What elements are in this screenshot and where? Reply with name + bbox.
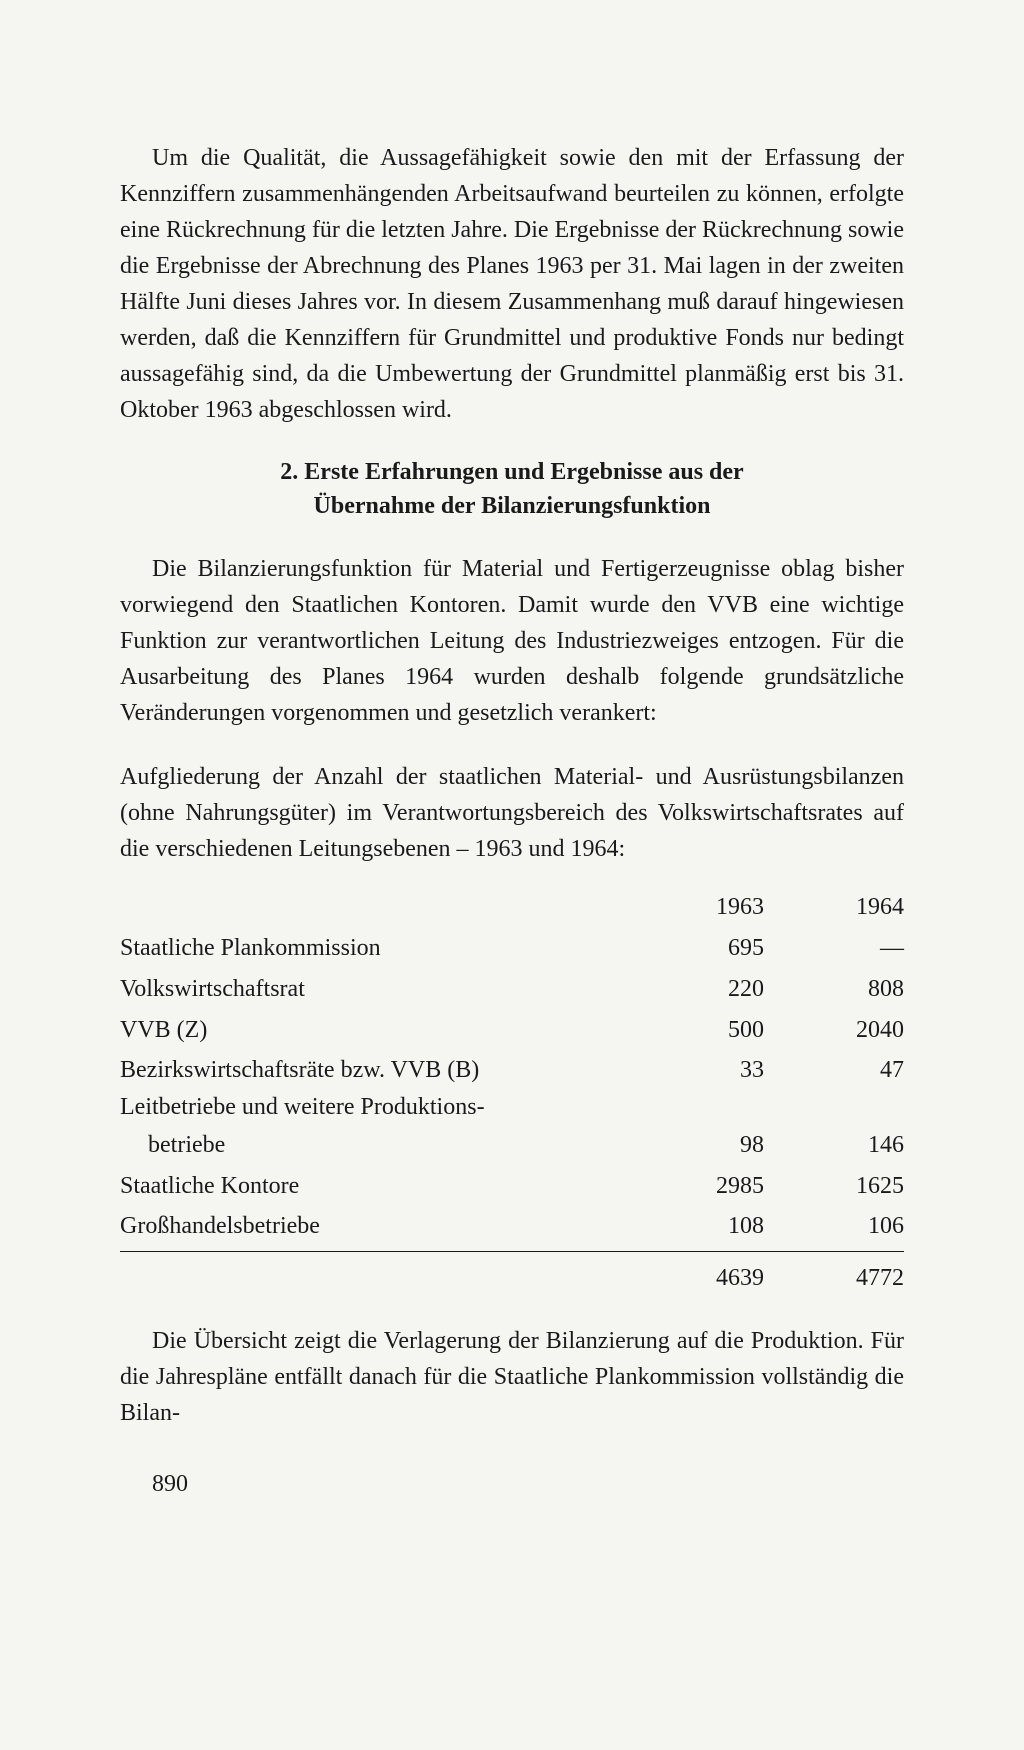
table-cell: 106 [764, 1206, 904, 1247]
table-cell: — [764, 928, 904, 969]
table-row: Bezirkswirtschaftsräte bzw. VVB (B) 33 4… [120, 1050, 904, 1091]
table-row: Volkswirtschaftsrat 220 808 [120, 969, 904, 1010]
table-row: Staatliche Kontore 2985 1625 [120, 1166, 904, 1207]
table-cell: 108 [624, 1206, 764, 1247]
table-row-label-line1: Leitbetriebe und weitere Produktions- [120, 1091, 624, 1125]
paragraph-3: Aufgliederung der Anzahl der staatlichen… [120, 759, 904, 867]
table-cell: 2040 [764, 1010, 904, 1051]
table-cell: 146 [764, 1125, 904, 1166]
table-row: VVB (Z) 500 2040 [120, 1010, 904, 1051]
table-row: Leitbetriebe und weitere Produktions- [120, 1091, 904, 1125]
table-row-label: Großhandelsbetriebe [120, 1206, 624, 1247]
table-cell: 695 [624, 928, 764, 969]
table-row-label: Staatliche Plankommission [120, 928, 624, 969]
heading-line-1: 2. Erste Erfahrungen und Ergebnisse aus … [192, 456, 832, 490]
table-row-label-line2: betriebe [120, 1125, 624, 1166]
table-cell: 33 [624, 1050, 764, 1091]
table-row: betriebe 98 146 [120, 1125, 904, 1166]
table-header-1963: 1963 [624, 887, 764, 928]
table-row-label: Bezirkswirtschaftsräte bzw. VVB (B) [120, 1050, 624, 1091]
table-row: Großhandelsbetriebe 108 106 [120, 1206, 904, 1247]
table-cell: 500 [624, 1010, 764, 1051]
table-total-cell: 4639 [624, 1258, 764, 1299]
paragraph-2: Die Bilanzierungsfunktion für Material u… [120, 551, 904, 731]
section-heading: 2. Erste Erfahrungen und Ergebnisse aus … [192, 456, 832, 523]
table-total-row: 4639 4772 [120, 1251, 904, 1299]
page-content: Um die Qualität, die Aussagefähigkeit so… [120, 140, 904, 1498]
table-cell: 808 [764, 969, 904, 1010]
table-row-label: Staatliche Kontore [120, 1166, 624, 1207]
table-header-1964: 1964 [764, 887, 904, 928]
table-cell: 220 [624, 969, 764, 1010]
table-total-cell: 4772 [764, 1258, 904, 1299]
table-cell: 1625 [764, 1166, 904, 1207]
paragraph-1: Um die Qualität, die Aussagefähigkeit so… [120, 140, 904, 428]
data-table: 1963 1964 Staatliche Plankommission 695 … [120, 887, 904, 1299]
page-number: 890 [120, 1471, 904, 1498]
table-cell: 2985 [624, 1166, 764, 1207]
heading-line-2: Übernahme der Bilanzierungsfunktion [192, 490, 832, 524]
table-cell: 47 [764, 1050, 904, 1091]
table-row-multiline: Leitbetriebe und weitere Produktions- be… [120, 1091, 904, 1165]
table-row-label: Volkswirtschaftsrat [120, 969, 624, 1010]
table-cell: 98 [624, 1125, 764, 1166]
table-row-label: VVB (Z) [120, 1010, 624, 1051]
table-header-row: 1963 1964 [120, 887, 904, 928]
paragraph-4: Die Übersicht zeigt die Verlagerung der … [120, 1323, 904, 1431]
table-row: Staatliche Plankommission 695 — [120, 928, 904, 969]
